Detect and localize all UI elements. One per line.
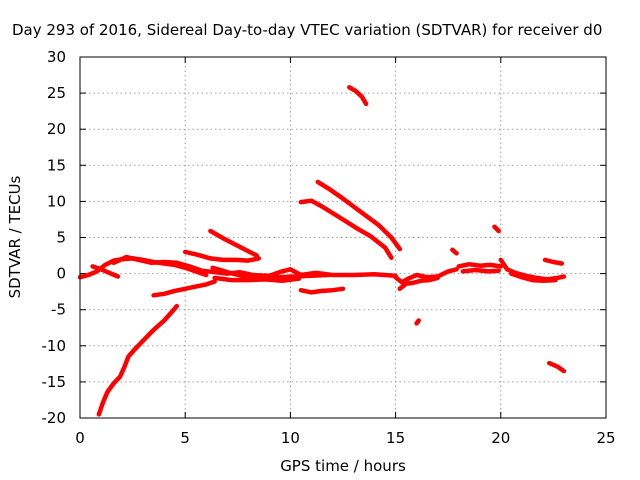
data-track — [509, 271, 558, 284]
x-tick-label: 20 — [491, 429, 510, 447]
data-track — [397, 275, 440, 292]
axis-ticks: 0 5 10 15 20 25 -20 -15 -10 -5 0 5 10 15 20 25 30 — [42, 48, 616, 447]
data-track — [456, 261, 504, 269]
y-tick-label: 0 — [56, 265, 66, 283]
y-tick-label: 15 — [47, 156, 66, 174]
x-axis-label: GPS time / hours — [280, 457, 406, 475]
y-tick-label: -15 — [42, 373, 67, 391]
data-track — [96, 303, 180, 417]
y-axis-label: SDTVAR / TECUs — [6, 175, 24, 298]
data-track — [393, 267, 459, 285]
y-tick-label: 5 — [56, 229, 66, 247]
x-tick-label: 10 — [281, 429, 300, 447]
chart-title: Day 293 of 2016, Sidereal Day-to-day VTE… — [12, 21, 602, 39]
data-track — [450, 247, 459, 256]
grid-lines — [80, 57, 606, 418]
data-track — [492, 224, 501, 234]
x-tick-label: 5 — [180, 429, 190, 447]
data-track — [315, 179, 403, 252]
data-track — [212, 275, 302, 284]
data-track — [151, 279, 217, 298]
y-tick-label: -5 — [51, 301, 66, 319]
plot-frame — [79, 56, 607, 419]
data-track — [414, 318, 421, 326]
data-track — [298, 286, 346, 295]
x-tick-label: 15 — [386, 429, 405, 447]
data-track — [460, 267, 501, 274]
data-track — [182, 249, 262, 263]
data-track — [298, 198, 394, 260]
y-tick-label: 10 — [47, 192, 66, 210]
data-track — [208, 228, 259, 258]
y-tick-label: 20 — [47, 120, 66, 138]
x-tick-label: 0 — [75, 429, 85, 447]
data-series — [77, 85, 567, 417]
y-tick-label: 30 — [47, 48, 66, 66]
data-track — [347, 85, 369, 107]
data-track — [542, 257, 565, 266]
data-track — [546, 360, 567, 374]
y-tick-label: 25 — [47, 84, 66, 102]
x-tick-label: 25 — [596, 429, 615, 447]
data-track — [90, 264, 121, 279]
y-tick-label: -20 — [42, 409, 67, 427]
y-tick-label: -10 — [42, 337, 67, 355]
